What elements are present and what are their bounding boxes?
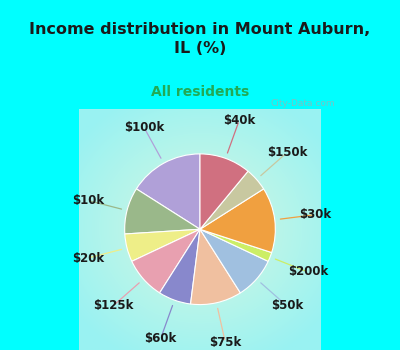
Text: $100k: $100k	[124, 121, 164, 134]
Wedge shape	[190, 229, 240, 304]
Text: $125k: $125k	[93, 299, 133, 313]
Text: $75k: $75k	[209, 336, 242, 349]
Wedge shape	[125, 229, 200, 261]
Text: Income distribution in Mount Auburn,
IL (%): Income distribution in Mount Auburn, IL …	[29, 22, 371, 56]
Text: All residents: All residents	[151, 85, 249, 99]
Wedge shape	[200, 189, 275, 253]
Text: $150k: $150k	[267, 146, 307, 159]
Text: City-Data.com: City-Data.com	[271, 99, 335, 108]
Text: $50k: $50k	[271, 299, 303, 313]
Wedge shape	[132, 229, 200, 293]
Wedge shape	[160, 229, 200, 304]
Wedge shape	[136, 154, 200, 229]
Text: $200k: $200k	[288, 265, 328, 278]
Text: $10k: $10k	[72, 194, 104, 207]
Wedge shape	[200, 229, 268, 293]
Wedge shape	[200, 229, 272, 261]
Text: $30k: $30k	[299, 208, 331, 221]
Text: $40k: $40k	[223, 114, 255, 127]
Wedge shape	[200, 171, 264, 229]
Text: $20k: $20k	[72, 252, 104, 265]
Text: $60k: $60k	[145, 332, 177, 345]
Wedge shape	[125, 189, 200, 234]
Wedge shape	[200, 154, 248, 229]
